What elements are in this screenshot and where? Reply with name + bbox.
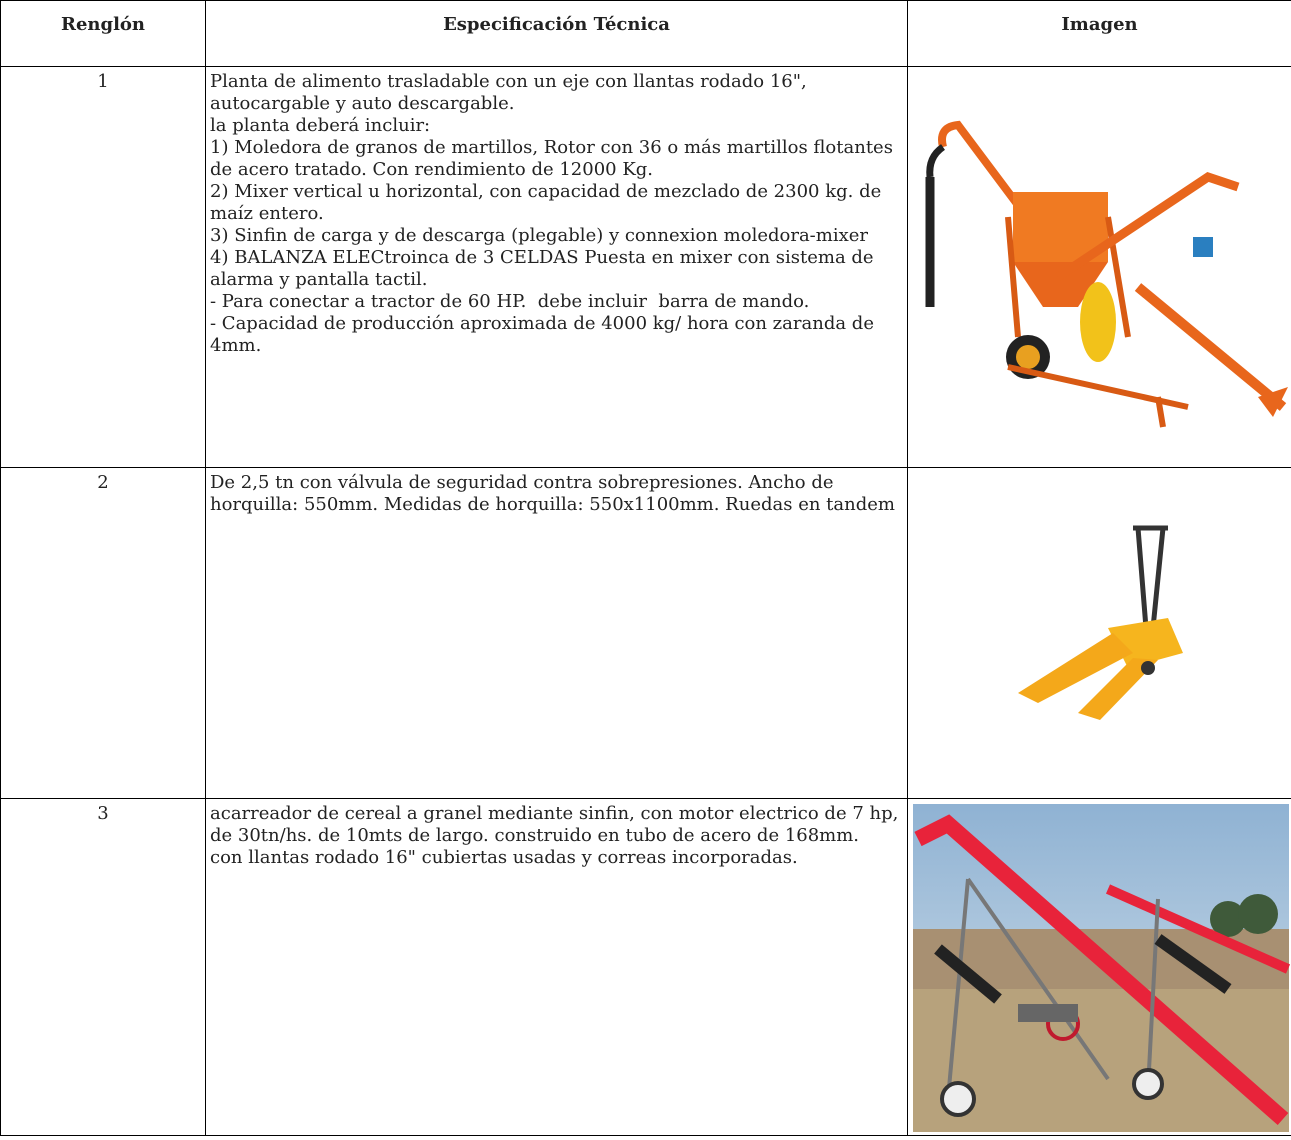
spec-line: - Para conectar a tractor de 60 HP. debe… [210,291,810,312]
header-cell: Renglón [0,0,206,67]
image-cell [907,798,1291,1136]
row-number: 1 [0,66,206,468]
feed-plant-image [925,120,1288,428]
row: 3 acarreador de cereal a granel mediante… [0,798,1291,1136]
header-cell: Especificación Técnica [205,0,908,67]
image-cell [907,467,1291,799]
spec-line: Planta de alimento trasladable con un ej… [210,71,813,114]
spec-cell: Planta de alimento trasladable con un ej… [205,66,908,468]
auger-image [913,804,1291,1132]
spec-line: acarreador de cereal a granel mediante s… [210,803,905,846]
pallet-jack-image [1018,525,1183,720]
row-number: 3 [0,798,206,1136]
image-cell [907,66,1291,468]
header-cell: Imagen [907,0,1291,67]
spec-cell: acarreador de cereal a granel mediante s… [205,798,908,1136]
spec-line: con llantas rodado 16" cubiertas usadas … [210,847,798,868]
spec-line: 2) Mixer vertical u horizontal, con capa… [210,181,887,224]
header-row: Renglón Especificación Técnica Imagen [0,0,1291,67]
row: 1 Planta de alimento trasladable con un … [0,66,1291,468]
spec-line: - Capacidad de producción aproximada de … [210,313,880,356]
spec-line: 3) Sinfin de carga y de descarga (plegab… [210,225,868,246]
spec-cell: De 2,5 tn con válvula de seguridad contr… [205,467,908,799]
spec-line: De 2,5 tn con válvula de seguridad contr… [210,472,895,515]
row: 2 De 2,5 tn con válvula de seguridad con… [0,467,1291,799]
row-number: 2 [0,467,206,799]
spec-line: la planta deberá incluir: [210,115,431,136]
spec-line: 4) BALANZA ELECtroinca de 3 CELDAS Puest… [210,247,880,290]
spec-line: 1) Moledora de granos de martillos, Roto… [210,137,899,180]
